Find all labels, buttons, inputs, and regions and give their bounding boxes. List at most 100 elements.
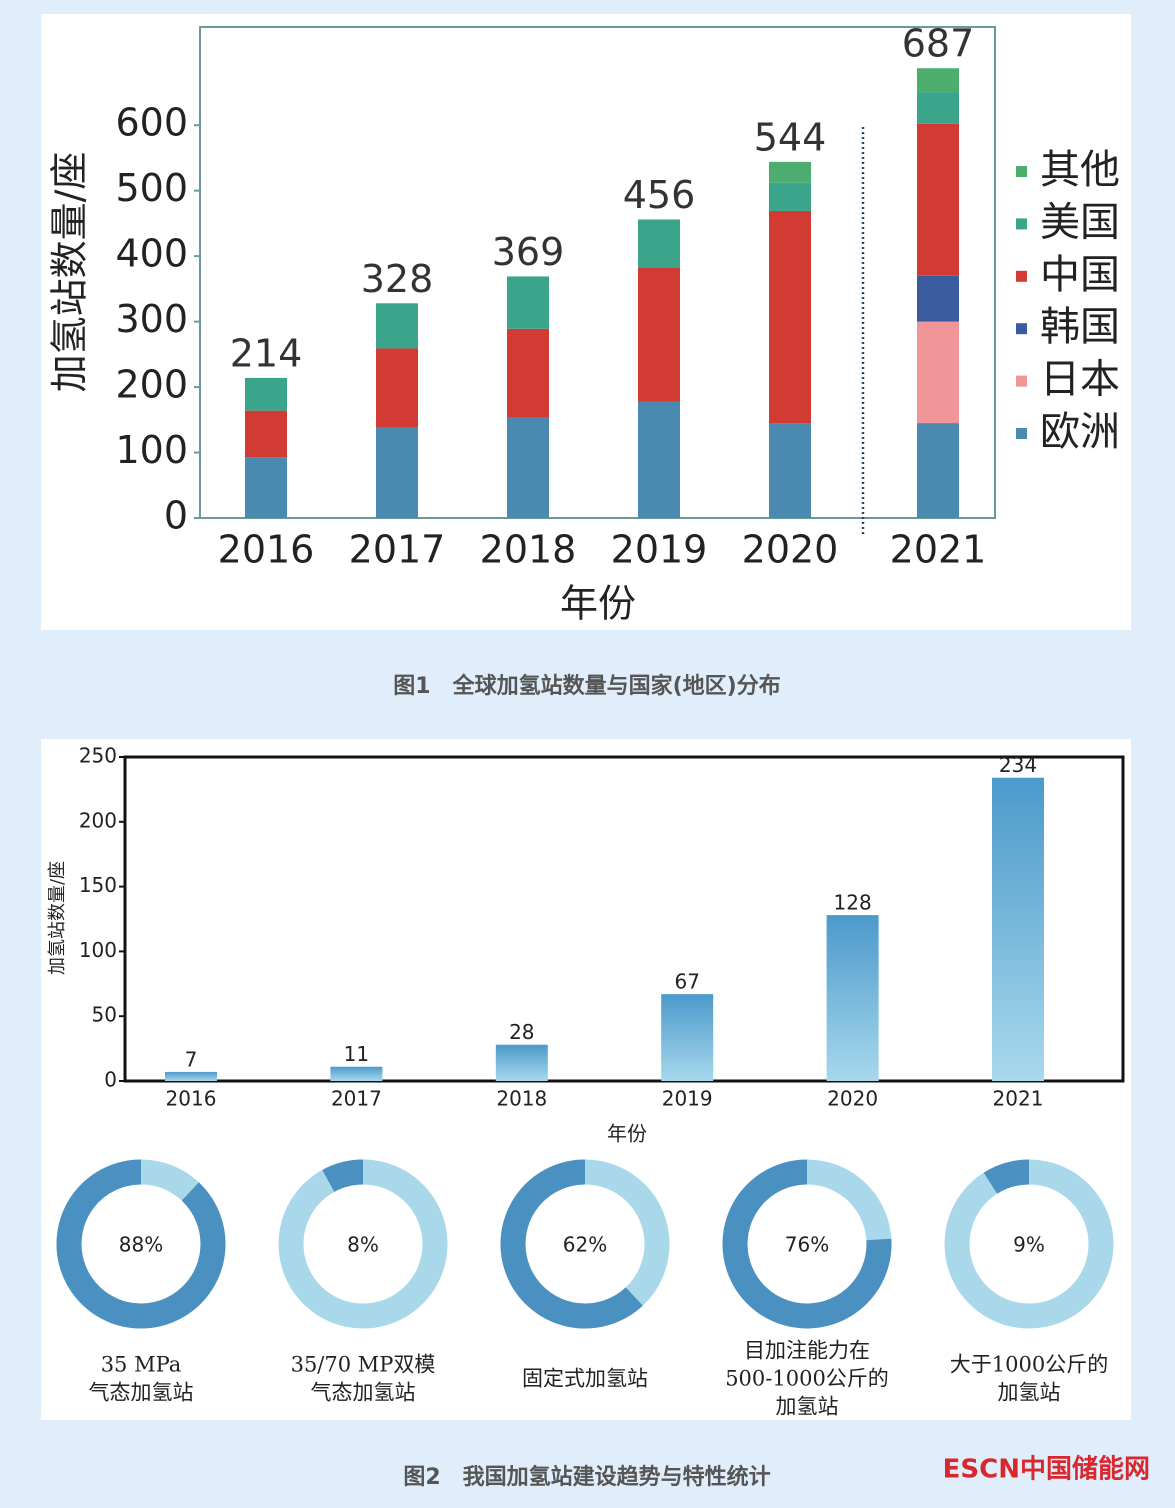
bar-segment <box>917 321 959 424</box>
x-axis-label: 年份 <box>607 1122 647 1146</box>
legend-label: 其他 <box>1040 147 1120 193</box>
y-tick-label: 200 <box>79 808 117 832</box>
y-tick-label: 150 <box>79 873 117 897</box>
bar-segment <box>245 457 287 518</box>
bar-segment <box>638 401 680 518</box>
x-tick-label: 2021 <box>890 528 987 572</box>
y-tick-label: 0 <box>164 494 188 538</box>
legend-swatch <box>1016 428 1027 439</box>
bar <box>992 777 1044 1081</box>
donut-arc <box>322 1159 364 1193</box>
legend-swatch <box>1016 270 1027 282</box>
bar-segment <box>376 348 418 428</box>
x-tick-label: 2016 <box>166 1087 217 1111</box>
total-label: 369 <box>492 230 565 274</box>
total-label: 544 <box>754 115 827 159</box>
x-tick-label: 2019 <box>611 528 708 572</box>
bar-segment <box>507 276 549 329</box>
donut-label: 固定式加氢站 <box>522 1367 648 1391</box>
y-axis-label: 加氢站数量/座 <box>47 861 68 975</box>
plot-frame <box>123 755 1125 1083</box>
caption: 图1 全球加氢站数量与国家(地区)分布 <box>393 673 780 699</box>
logo: ESCN中国储能网 <box>943 1454 1150 1485</box>
x-tick-label: 2021 <box>993 1087 1044 1111</box>
value-label: 67 <box>674 970 699 994</box>
x-tick-label: 2020 <box>742 528 839 572</box>
x-tick-label: 2018 <box>496 1087 547 1111</box>
legend-label: 韩国 <box>1040 304 1120 350</box>
y-tick-label: 100 <box>115 428 188 472</box>
value-label: 11 <box>344 1042 369 1066</box>
bar <box>330 1066 383 1081</box>
total-label: 328 <box>361 257 434 301</box>
bar-segment <box>917 275 959 322</box>
x-tick-label: 2017 <box>349 528 446 572</box>
y-tick-label: 50 <box>92 1003 117 1027</box>
y-tick-label: 500 <box>115 166 188 210</box>
total-label: 687 <box>902 22 975 66</box>
donut-arc <box>500 1159 643 1329</box>
bar <box>661 994 714 1081</box>
y-tick-label: 100 <box>79 938 117 962</box>
total-label: 214 <box>230 331 303 375</box>
x-tick-label: 2017 <box>331 1087 382 1111</box>
bar-segment <box>638 219 680 268</box>
y-axis-label: 加氢站数量/座 <box>48 152 92 393</box>
total-label: 456 <box>623 173 696 217</box>
bar <box>826 915 879 1081</box>
x-tick-label: 2018 <box>480 528 577 572</box>
donut-label: 目加注能力在 <box>744 1339 870 1363</box>
legend-swatch <box>1016 166 1027 177</box>
bar-segment <box>638 267 680 402</box>
donut-label: 气态加氢站 <box>89 1381 194 1405</box>
bar-segment <box>917 123 959 276</box>
bar-segment <box>245 377 287 411</box>
donut-arc <box>56 1159 226 1329</box>
y-tick-label: 250 <box>79 744 117 768</box>
bar-segment <box>917 68 959 93</box>
y-tick-label: 0 <box>104 1068 117 1092</box>
donut-label: 35/70 MP双模 <box>291 1353 436 1377</box>
value-label: 7 <box>185 1047 198 1071</box>
donut-value: 9% <box>1013 1233 1045 1257</box>
y-tick-label: 600 <box>115 101 188 145</box>
donut-label: 35 MPa <box>101 1353 182 1377</box>
plot-frame <box>199 26 996 519</box>
donut-label: 500-1000公斤的 <box>725 1367 889 1391</box>
legend-label: 中国 <box>1040 252 1120 298</box>
donut-label: 加氢站 <box>776 1395 839 1419</box>
bar-segment <box>507 417 549 518</box>
donut-label: 大于1000公斤的 <box>950 1353 1108 1377</box>
legend-label: 美国 <box>1040 199 1120 245</box>
value-label: 234 <box>999 753 1037 777</box>
value-label: 128 <box>834 891 872 915</box>
donut-label: 气态加氢站 <box>311 1381 416 1405</box>
y-tick-label: 200 <box>115 363 188 407</box>
donut-label: 加氢站 <box>998 1381 1061 1405</box>
y-tick-label: 400 <box>115 232 188 276</box>
x-tick-label: 2020 <box>827 1087 878 1111</box>
x-tick-label: 2019 <box>662 1087 713 1111</box>
legend-swatch <box>1016 218 1027 230</box>
donut-value: 76% <box>785 1233 829 1257</box>
bar-segment <box>769 182 811 211</box>
legend-label: 日本 <box>1040 357 1120 403</box>
bar-segment <box>917 423 959 518</box>
donut-arc <box>983 1159 1030 1195</box>
bar-segment <box>769 210 811 424</box>
donut-value: 88% <box>119 1233 163 1257</box>
caption: 图2 我国加氢站建设趋势与特性统计 <box>403 1464 770 1490</box>
donut-value: 8% <box>347 1233 379 1257</box>
x-tick-label: 2016 <box>218 528 315 572</box>
legend-label: 欧洲 <box>1040 409 1120 455</box>
bar-segment <box>507 328 549 418</box>
legend-swatch <box>1016 375 1027 387</box>
value-label: 28 <box>509 1020 534 1044</box>
bar-segment <box>376 427 418 518</box>
donut-value: 62% <box>563 1233 607 1257</box>
legend-swatch <box>1016 323 1027 335</box>
y-tick-label: 300 <box>115 297 188 341</box>
bar-segment <box>917 92 959 124</box>
bar <box>495 1044 548 1081</box>
bar-segment <box>769 161 811 183</box>
